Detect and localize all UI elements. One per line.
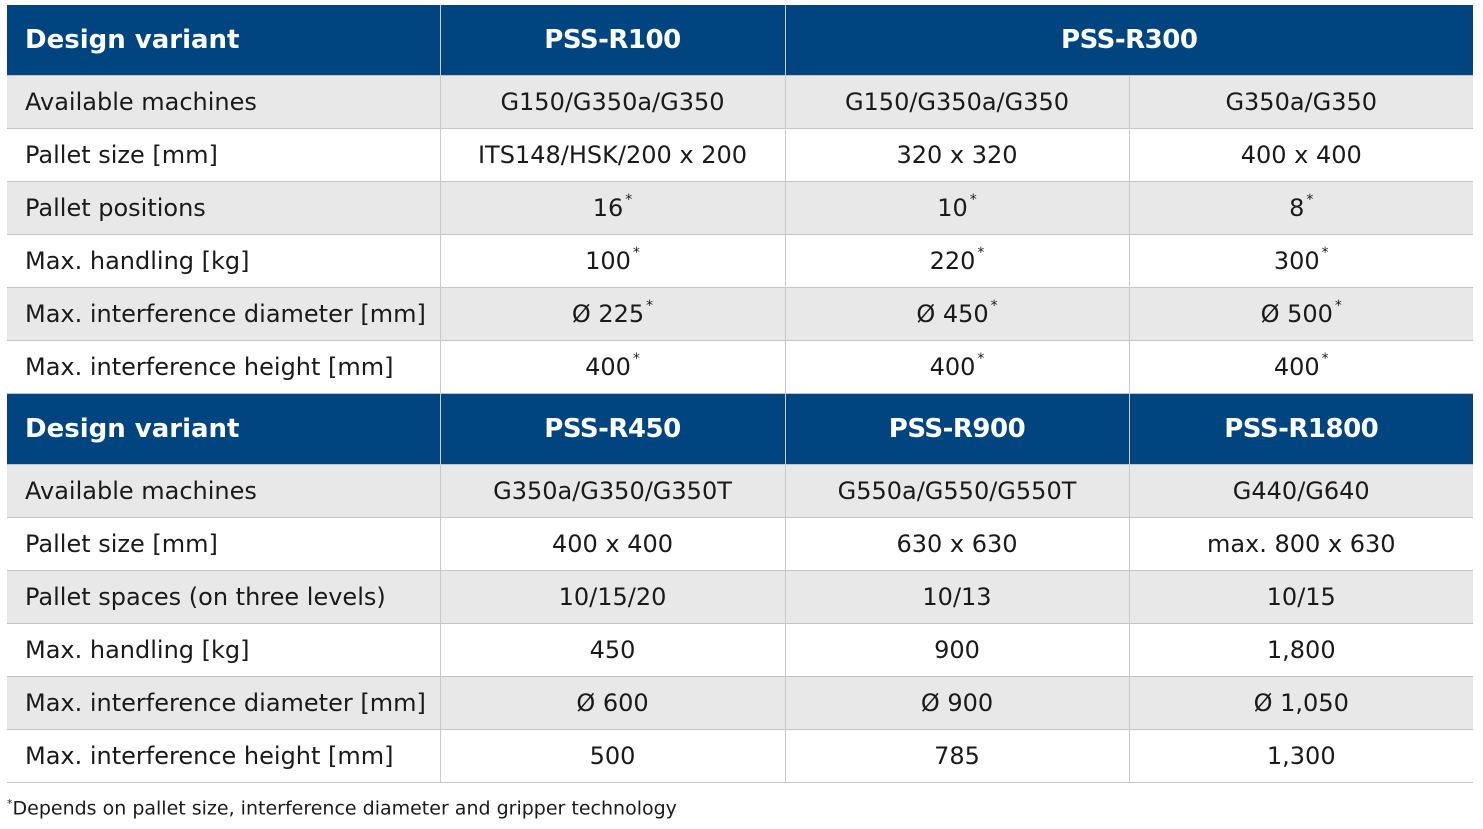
asterisk-marker: * bbox=[646, 298, 654, 314]
cell-value: 100 bbox=[585, 247, 631, 275]
cell: 400 * bbox=[1128, 340, 1473, 394]
asterisk-marker: * bbox=[1334, 298, 1342, 314]
cell: 900 bbox=[784, 623, 1129, 677]
row-label: Max. interference diameter [mm] bbox=[7, 287, 440, 341]
cell: 10/15/20 bbox=[439, 570, 785, 624]
cell: Ø 225 * bbox=[439, 287, 785, 341]
cell-value: 400 bbox=[1273, 353, 1320, 381]
table-row: Max. handling [kg] 450 900 1,800 bbox=[7, 623, 1473, 677]
cell-value: 300 bbox=[1273, 247, 1320, 275]
cell: 10/15 bbox=[1128, 570, 1473, 624]
footnote: *Depends on pallet size, interference di… bbox=[7, 797, 677, 819]
cell-value: Ø 500 bbox=[1260, 300, 1333, 328]
table-row: Pallet size [mm] 400 x 400 630 x 630 max… bbox=[7, 517, 1473, 571]
table-row: Pallet positions 16 * 10 * 8 * bbox=[7, 181, 1473, 235]
cell: G550a/G550/G550T bbox=[784, 464, 1129, 518]
cell-value: Ø 225 bbox=[571, 300, 645, 328]
spec-table: Design variant PSS-R100 PSS-R300 Availab… bbox=[7, 5, 1473, 783]
cell: max. 800 x 630 bbox=[1128, 517, 1473, 571]
cell: Ø 500 * bbox=[1128, 287, 1473, 341]
row-label: Available machines bbox=[7, 464, 440, 518]
cell: 400 x 400 bbox=[1128, 128, 1473, 182]
cell: G350a/G350 bbox=[1128, 75, 1473, 129]
cell-value: Ø 450 bbox=[916, 300, 989, 328]
cell-value: 220 bbox=[929, 247, 976, 275]
cell: 785 bbox=[784, 729, 1129, 783]
table-row: Max. handling [kg] 100 * 220 * 300 * bbox=[7, 234, 1473, 288]
asterisk-marker: * bbox=[977, 245, 985, 261]
row-label: Pallet spaces (on three levels) bbox=[7, 570, 440, 624]
row-label: Max. interference height [mm] bbox=[7, 340, 440, 394]
cell: 300 * bbox=[1128, 234, 1473, 288]
cell: 10 * bbox=[784, 181, 1129, 235]
design-variant-heading: Design variant bbox=[7, 393, 440, 465]
cell: Ø 1,050 bbox=[1128, 676, 1473, 730]
cell: 400 * bbox=[439, 340, 785, 394]
variant-pss-r300: PSS-R300 bbox=[784, 5, 1473, 76]
row-label: Pallet size [mm] bbox=[7, 128, 440, 182]
table-row: Pallet spaces (on three levels) 10/15/20… bbox=[7, 570, 1473, 624]
row-label: Max. interference diameter [mm] bbox=[7, 676, 440, 730]
cell: Ø 900 bbox=[784, 676, 1129, 730]
cell: 450 bbox=[439, 623, 785, 677]
variant-pss-r450: PSS-R450 bbox=[439, 393, 785, 465]
cell: 320 x 320 bbox=[784, 128, 1129, 182]
row-label: Max. handling [kg] bbox=[7, 623, 440, 677]
cell: 630 x 630 bbox=[784, 517, 1129, 571]
table-row: Available machines G350a/G350/G350T G550… bbox=[7, 464, 1473, 518]
cell: 10/13 bbox=[784, 570, 1129, 624]
table-row: Pallet size [mm] ITS148/HSK/200 x 200 32… bbox=[7, 128, 1473, 182]
cell: Ø 600 bbox=[439, 676, 785, 730]
cell-value: 8 bbox=[1289, 194, 1305, 222]
table-row: Max. interference diameter [mm] Ø 225 * Ø… bbox=[7, 287, 1473, 341]
table-row: Max. interference height [mm] 500 785 1,… bbox=[7, 729, 1473, 783]
footnote-text: Depends on pallet size, interference dia… bbox=[12, 797, 677, 820]
cell: G150/G350a/G350 bbox=[439, 75, 785, 129]
asterisk-marker: * bbox=[1306, 192, 1314, 208]
cell: 400 * bbox=[784, 340, 1129, 394]
asterisk-marker: * bbox=[632, 351, 640, 367]
table-row: Max. interference diameter [mm] Ø 600 Ø … bbox=[7, 676, 1473, 730]
row-label: Pallet positions bbox=[7, 181, 440, 235]
row-label: Max. handling [kg] bbox=[7, 234, 440, 288]
table1-header-row: Design variant PSS-R100 PSS-R300 bbox=[7, 5, 1473, 76]
variant-pss-r1800: PSS-R1800 bbox=[1128, 393, 1473, 465]
asterisk-marker: * bbox=[1321, 351, 1329, 367]
cell-value: 10 bbox=[937, 194, 968, 222]
cell: 16 * bbox=[439, 181, 785, 235]
cell: 100 * bbox=[439, 234, 785, 288]
cell: G440/G640 bbox=[1128, 464, 1473, 518]
row-label: Pallet size [mm] bbox=[7, 517, 440, 571]
cell: Ø 450 * bbox=[784, 287, 1129, 341]
cell-value: 400 bbox=[585, 353, 631, 381]
asterisk-marker: * bbox=[632, 245, 640, 261]
row-label: Max. interference height [mm] bbox=[7, 729, 440, 783]
cell: 1,300 bbox=[1128, 729, 1473, 783]
row-label: Available machines bbox=[7, 75, 440, 129]
cell: 8 * bbox=[1128, 181, 1473, 235]
cell-value: 400 bbox=[929, 353, 976, 381]
asterisk-marker: * bbox=[969, 192, 977, 208]
variant-pss-r900: PSS-R900 bbox=[784, 393, 1129, 465]
asterisk-marker: * bbox=[625, 192, 633, 208]
asterisk-marker: * bbox=[990, 298, 998, 314]
table-row: Max. interference height [mm] 400 * 400 * … bbox=[7, 340, 1473, 394]
cell: 220 * bbox=[784, 234, 1129, 288]
cell: G150/G350a/G350 bbox=[784, 75, 1129, 129]
design-variant-heading: Design variant bbox=[7, 5, 440, 76]
table2-header-row: Design variant PSS-R450 PSS-R900 PSS-R18… bbox=[7, 393, 1473, 465]
table-row: Available machines G150/G350a/G350 G150/… bbox=[7, 75, 1473, 129]
cell: G350a/G350/G350T bbox=[439, 464, 785, 518]
cell: 500 bbox=[439, 729, 785, 783]
cell: ITS148/HSK/200 x 200 bbox=[439, 128, 785, 182]
cell-value: 16 bbox=[592, 194, 624, 222]
footnote-marker: * bbox=[7, 797, 13, 810]
cell: 400 x 400 bbox=[439, 517, 785, 571]
cell: 1,800 bbox=[1128, 623, 1473, 677]
variant-pss-r100: PSS-R100 bbox=[439, 5, 785, 76]
asterisk-marker: * bbox=[1321, 245, 1329, 261]
asterisk-marker: * bbox=[977, 351, 985, 367]
